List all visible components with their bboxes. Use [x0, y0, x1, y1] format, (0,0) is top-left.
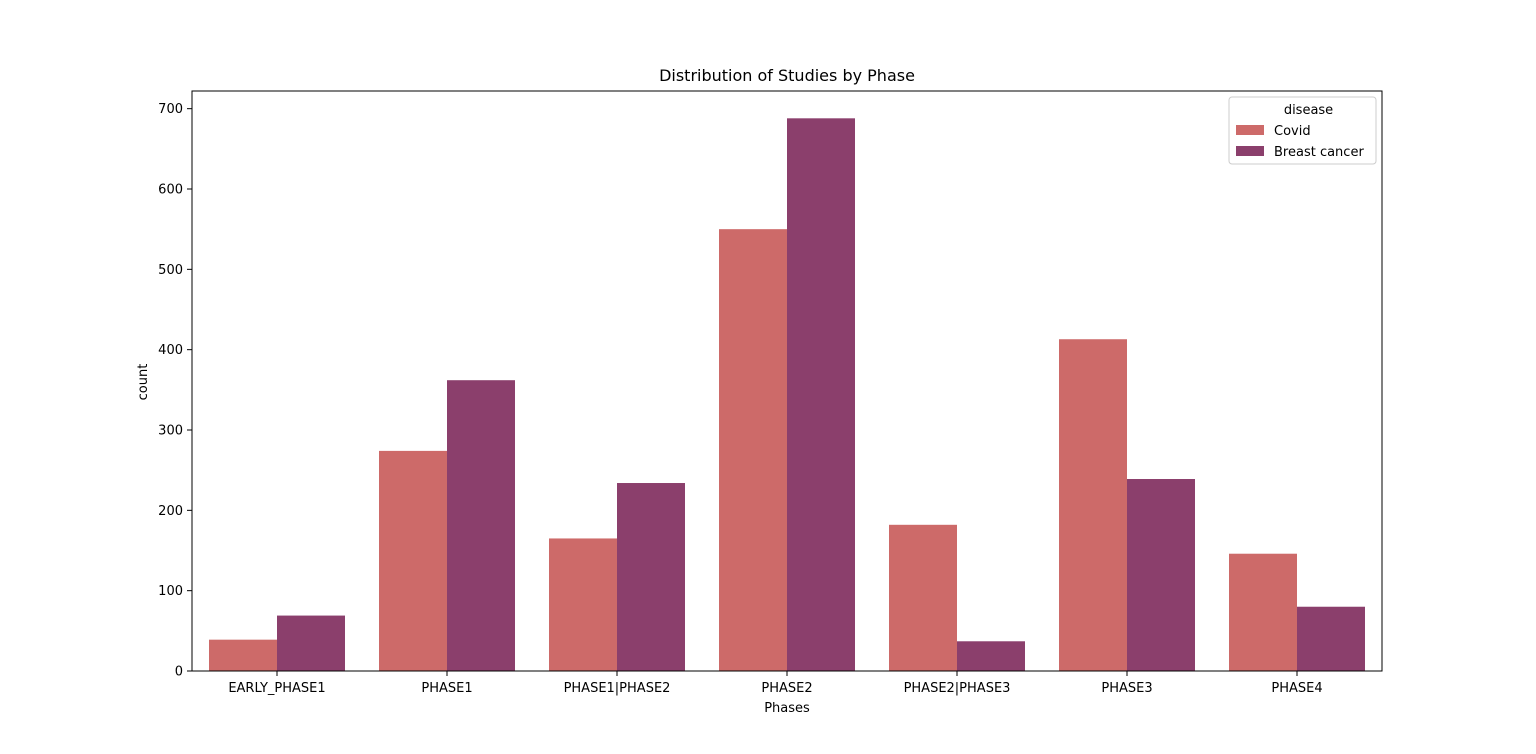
legend-title: disease	[1284, 103, 1333, 118]
y-tick-label: 400	[158, 343, 183, 358]
y-axis-label: count	[136, 364, 151, 401]
x-tick-label: EARLY_PHASE1	[228, 681, 325, 696]
legend-label: Covid	[1274, 124, 1311, 139]
x-axis: EARLY_PHASE1 PHASE1 PHASE1|PHASE2 PHASE2 PHA…	[228, 671, 1323, 696]
x-tick-label: PHASE4	[1271, 681, 1322, 696]
plot-frame	[191, 90, 1383, 672]
x-tick-label: PHASE1	[421, 681, 472, 696]
bar	[957, 641, 1025, 671]
y-tick-label: 200	[158, 504, 183, 519]
legend-swatch	[1236, 125, 1264, 135]
bar	[379, 450, 447, 671]
bar	[277, 615, 345, 671]
bar	[1229, 553, 1297, 671]
y-tick-label: 0	[175, 665, 183, 680]
y-tick-label: 100	[158, 584, 183, 599]
chart-title: Distribution of Studies by Phase	[659, 66, 915, 85]
bars-group	[209, 118, 1365, 672]
bar	[1127, 479, 1195, 671]
x-axis-label: Phases	[764, 701, 810, 716]
y-tick-label: 600	[158, 183, 183, 198]
x-tick-label: PHASE2|PHASE3	[904, 681, 1011, 696]
y-tick-label: 700	[158, 102, 183, 117]
bar	[209, 639, 277, 671]
bar	[447, 380, 515, 671]
bar	[1297, 606, 1365, 671]
x-tick-label: PHASE1|PHASE2	[564, 681, 671, 696]
bar	[1059, 339, 1127, 671]
x-tick-label: PHASE3	[1101, 681, 1152, 696]
y-tick-label: 500	[158, 263, 183, 278]
legend-label: Breast cancer	[1274, 145, 1364, 160]
bar	[787, 118, 855, 671]
bar	[889, 524, 957, 671]
x-tick-label: PHASE2	[761, 681, 812, 696]
bar	[719, 229, 787, 672]
bar	[549, 538, 617, 671]
legend: disease Covid Breast cancer	[1228, 96, 1377, 165]
legend-box	[1228, 96, 1377, 165]
y-axis: 0 100 200 300 400 500 600 700	[158, 102, 192, 680]
legend-swatch	[1236, 146, 1264, 156]
bar	[617, 483, 685, 671]
y-tick-label: 300	[158, 424, 183, 439]
